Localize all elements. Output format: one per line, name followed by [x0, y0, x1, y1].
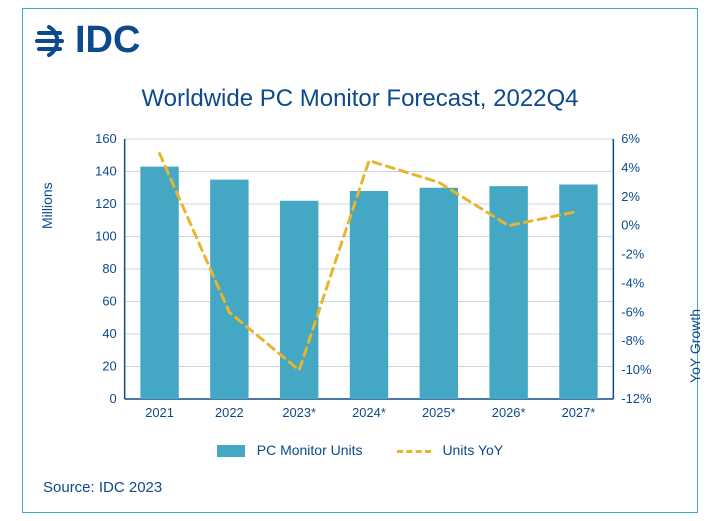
svg-text:40: 40 [102, 326, 116, 341]
svg-text:160: 160 [95, 131, 117, 146]
source-text: Source: IDC 2023 [43, 479, 162, 496]
svg-text:0%: 0% [621, 218, 640, 233]
svg-text:2024*: 2024* [352, 405, 386, 420]
svg-text:2027*: 2027* [562, 405, 596, 420]
legend-bars: PC Monitor Units [217, 442, 363, 458]
svg-text:120: 120 [95, 196, 117, 211]
legend-line: Units YoY [397, 442, 504, 458]
svg-text:20: 20 [102, 358, 116, 373]
bar-swatch [217, 445, 245, 457]
svg-text:140: 140 [95, 163, 117, 178]
svg-text:0: 0 [110, 391, 117, 406]
screenshot-frame: IDC Worldwide PC Monitor Forecast, 2022Q… [0, 0, 720, 521]
svg-text:80: 80 [102, 261, 116, 276]
idc-logo: IDC [35, 19, 140, 62]
chart-title: Worldwide PC Monitor Forecast, 2022Q4 [23, 85, 697, 113]
svg-text:-12%: -12% [621, 391, 652, 406]
legend-line-label: Units YoY [442, 442, 503, 458]
svg-text:6%: 6% [621, 131, 640, 146]
chart-panel: IDC Worldwide PC Monitor Forecast, 2022Q… [22, 8, 698, 513]
svg-text:-6%: -6% [621, 304, 644, 319]
svg-text:2%: 2% [621, 189, 640, 204]
chart-svg: 0 20 40 60 80 100 120 140 160 -12% -10% -8% -6% -4% -2… [71, 129, 667, 429]
svg-text:2026*: 2026* [492, 405, 526, 420]
svg-text:-10%: -10% [621, 362, 652, 377]
svg-text:2022: 2022 [215, 405, 244, 420]
legend-bars-label: PC Monitor Units [257, 442, 363, 458]
svg-text:-8%: -8% [621, 333, 644, 348]
svg-text:2023*: 2023* [282, 405, 316, 420]
svg-text:2021: 2021 [145, 405, 174, 420]
line-swatch [397, 450, 431, 453]
svg-text:4%: 4% [621, 160, 640, 175]
logo-text: IDC [75, 19, 140, 62]
svg-text:-2%: -2% [621, 247, 644, 262]
svg-text:100: 100 [95, 228, 117, 243]
svg-text:60: 60 [102, 293, 116, 308]
globe-icon [35, 23, 71, 59]
chart-area: 0 20 40 60 80 100 120 140 160 -12% -10% -8% -6% -4% -2… [71, 129, 667, 429]
legend: PC Monitor Units Units YoY [23, 442, 697, 458]
svg-text:-4%: -4% [621, 275, 644, 290]
y-right-label: YoY Growth [687, 309, 703, 383]
y-left-label: Millions [39, 182, 55, 229]
svg-text:2025*: 2025* [422, 405, 456, 420]
